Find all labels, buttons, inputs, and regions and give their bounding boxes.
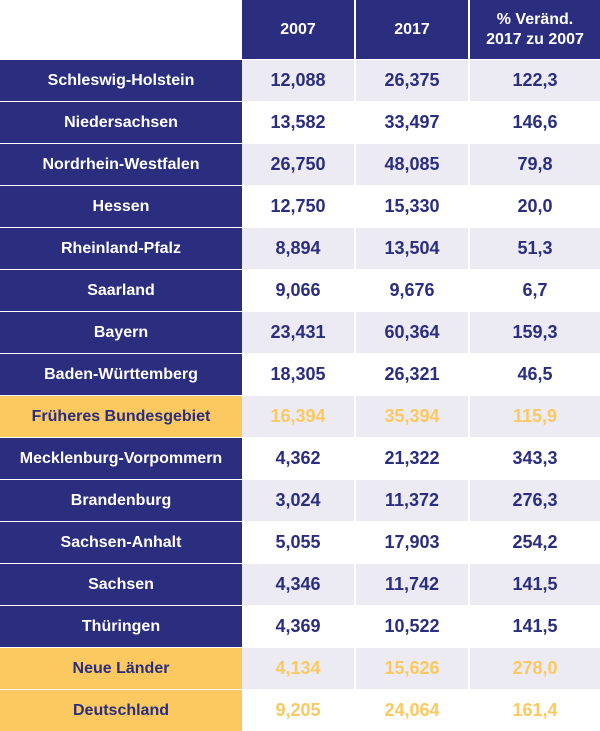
row-label: Deutschland <box>0 689 242 731</box>
cell-2017: 21,322 <box>356 437 470 479</box>
cell-2017: 24,064 <box>356 689 470 731</box>
cell-change: 161,4 <box>470 689 600 731</box>
row-label: Nordrhein-Westfalen <box>0 143 242 185</box>
cell-2017: 26,375 <box>356 59 470 101</box>
cell-change: 51,3 <box>470 227 600 269</box>
table-row: Rheinland-Pfalz 8,894 13,504 51,3 <box>0 227 600 269</box>
summary-row: Neue Länder 4,134 15,626 278,0 <box>0 647 600 689</box>
cell-2007: 5,055 <box>242 521 356 563</box>
row-label: Bayern <box>0 311 242 353</box>
cell-change: 115,9 <box>470 395 600 437</box>
table-row: Bayern 23,431 60,364 159,3 <box>0 311 600 353</box>
cell-change: 146,6 <box>470 101 600 143</box>
cell-2007: 16,394 <box>242 395 356 437</box>
header-change-line2: 2017 zu 2007 <box>486 30 584 48</box>
cell-2017: 15,626 <box>356 647 470 689</box>
cell-2007: 9,066 <box>242 269 356 311</box>
row-label: Rheinland-Pfalz <box>0 227 242 269</box>
cell-change: 159,3 <box>470 311 600 353</box>
cell-2017: 9,676 <box>356 269 470 311</box>
row-label: Sachsen <box>0 563 242 605</box>
cell-2017: 11,372 <box>356 479 470 521</box>
table-row: Niedersachsen 13,582 33,497 146,6 <box>0 101 600 143</box>
cell-2007: 23,431 <box>242 311 356 353</box>
cell-change: 276,3 <box>470 479 600 521</box>
cell-change: 141,5 <box>470 605 600 647</box>
cell-change: 6,7 <box>470 269 600 311</box>
cell-2007: 12,750 <box>242 185 356 227</box>
cell-2007: 13,582 <box>242 101 356 143</box>
row-label: Früheres Bundesgebiet <box>0 395 242 437</box>
cell-2007: 4,369 <box>242 605 356 647</box>
cell-2007: 9,205 <box>242 689 356 731</box>
summary-row: Deutschland 9,205 24,064 161,4 <box>0 689 600 731</box>
cell-2007: 26,750 <box>242 143 356 185</box>
cell-2017: 17,903 <box>356 521 470 563</box>
cell-change: 141,5 <box>470 563 600 605</box>
row-label: Neue Länder <box>0 647 242 689</box>
cell-2007: 3,024 <box>242 479 356 521</box>
cell-2007: 4,134 <box>242 647 356 689</box>
row-label: Niedersachsen <box>0 101 242 143</box>
table-row: Saarland 9,066 9,676 6,7 <box>0 269 600 311</box>
cell-2017: 10,522 <box>356 605 470 647</box>
row-label: Saarland <box>0 269 242 311</box>
header-change-line1: % Veränd. <box>496 10 574 28</box>
cell-2017: 33,497 <box>356 101 470 143</box>
cell-change: 254,2 <box>470 521 600 563</box>
table-row: Brandenburg 3,024 11,372 276,3 <box>0 479 600 521</box>
cell-2017: 11,742 <box>356 563 470 605</box>
table-row: Mecklenburg-Vorpommern 4,362 21,322 343,3 <box>0 437 600 479</box>
cell-change: 278,0 <box>470 647 600 689</box>
row-label: Schleswig-Holstein <box>0 59 242 101</box>
summary-row: Früheres Bundesgebiet 16,394 35,394 115,9 <box>0 395 600 437</box>
table-row: Sachsen 4,346 11,742 141,5 <box>0 563 600 605</box>
cell-2007: 18,305 <box>242 353 356 395</box>
cell-change: 343,3 <box>470 437 600 479</box>
cell-2017: 60,364 <box>356 311 470 353</box>
header-2017: 2017 <box>356 0 470 59</box>
cell-2017: 15,330 <box>356 185 470 227</box>
cell-2007: 4,346 <box>242 563 356 605</box>
cell-2017: 48,085 <box>356 143 470 185</box>
row-label: Hessen <box>0 185 242 227</box>
header-row: 2007 2017 % Veränd. 2017 zu 2007 <box>0 0 600 59</box>
table-row: Baden-Württemberg 18,305 26,321 46,5 <box>0 353 600 395</box>
row-label: Baden-Württemberg <box>0 353 242 395</box>
cell-change: 20,0 <box>470 185 600 227</box>
row-label: Mecklenburg-Vorpommern <box>0 437 242 479</box>
row-label: Thüringen <box>0 605 242 647</box>
row-label: Sachsen-Anhalt <box>0 521 242 563</box>
cell-2017: 13,504 <box>356 227 470 269</box>
table-row: Hessen 12,750 15,330 20,0 <box>0 185 600 227</box>
row-label: Brandenburg <box>0 479 242 521</box>
cell-2007: 4,362 <box>242 437 356 479</box>
cell-change: 122,3 <box>470 59 600 101</box>
header-change: % Veränd. 2017 zu 2007 <box>470 0 600 59</box>
cell-2007: 8,894 <box>242 227 356 269</box>
table-row: Sachsen-Anhalt 5,055 17,903 254,2 <box>0 521 600 563</box>
table-row: Thüringen 4,369 10,522 141,5 <box>0 605 600 647</box>
table-row: Schleswig-Holstein 12,088 26,375 122,3 <box>0 59 600 101</box>
cell-2017: 26,321 <box>356 353 470 395</box>
table-row: Nordrhein-Westfalen 26,750 48,085 79,8 <box>0 143 600 185</box>
header-blank-cell <box>0 0 242 59</box>
cell-change: 79,8 <box>470 143 600 185</box>
cell-2017: 35,394 <box>356 395 470 437</box>
cell-2007: 12,088 <box>242 59 356 101</box>
header-2007: 2007 <box>242 0 356 59</box>
cell-change: 46,5 <box>470 353 600 395</box>
